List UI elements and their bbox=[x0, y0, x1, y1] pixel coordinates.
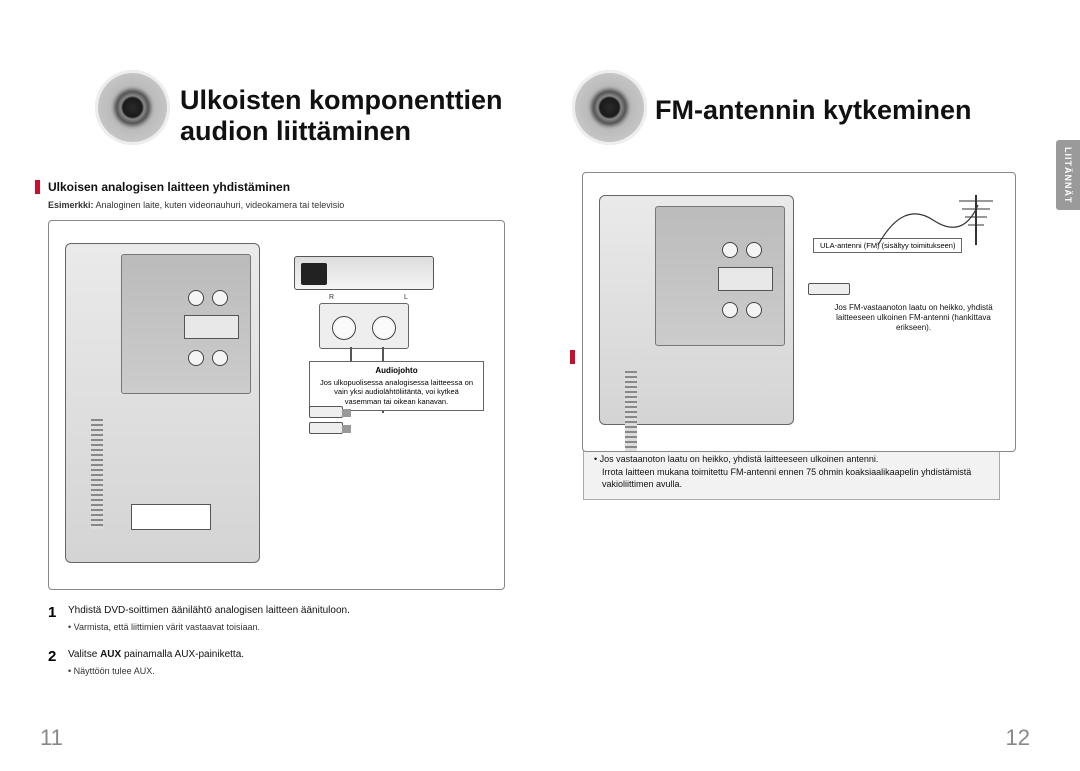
speaker-decor-icon bbox=[572, 70, 647, 145]
callout-text: Jos ulkopuolisessa analogisessa laittees… bbox=[320, 378, 473, 406]
page-number-left: 11 bbox=[40, 725, 63, 751]
step-2: 2 Valitse AUX painamalla AUX-painiketta.… bbox=[48, 648, 505, 678]
external-device-icon bbox=[294, 256, 434, 290]
example-label: Esimerkki: bbox=[48, 200, 94, 210]
port-area bbox=[121, 254, 251, 394]
connection-diagram-left: R L Audiojohto Jos ulkopuolisessa analog… bbox=[48, 220, 505, 590]
page-number-right: 12 bbox=[1006, 725, 1030, 751]
step-1: 1 Yhdistä DVD-soittimen äänilähtö analog… bbox=[48, 604, 505, 634]
example-line: Esimerkki: Analoginen laite, kuten video… bbox=[35, 200, 505, 210]
step-bullet: • Varmista, että liittimien värit vastaa… bbox=[68, 621, 350, 634]
step-text-bold: AUX bbox=[100, 649, 121, 660]
step-text: Yhdistä DVD-soittimen äänilähtö analogis… bbox=[68, 605, 350, 616]
step-text-post: painamalla AUX-painiketta. bbox=[121, 649, 244, 660]
rca-plugs-icon bbox=[309, 406, 409, 436]
fm-note: Jos FM-vastaanoton laatu on heikko, yhdi… bbox=[831, 303, 996, 333]
port-area bbox=[655, 206, 785, 346]
antenna-diagram: ULA-antenni (FM) (sisältyy toimitukseen)… bbox=[582, 172, 1016, 452]
steps-left: 1 Yhdistä DVD-soittimen äänilähtö analog… bbox=[35, 604, 505, 677]
example-text: Analoginen laite, kuten videonauhuri, vi… bbox=[96, 200, 345, 210]
rca-jacks-icon bbox=[319, 303, 409, 349]
page-11: Ulkoisten komponenttien audion liittämin… bbox=[0, 0, 540, 771]
step-bullet: • Näyttöön tulee AUX. bbox=[68, 665, 244, 678]
device-back-panel bbox=[65, 243, 260, 563]
step-text-pre: Valitse bbox=[68, 649, 100, 660]
page-12: FM-antennin kytkeminen LIITÄNNÄT ULA-ant… bbox=[540, 0, 1080, 771]
section-heading-left: Ulkoisen analogisen laitteen yhdistämine… bbox=[35, 180, 505, 194]
audio-cable-callout: Audiojohto Jos ulkopuolisessa analogises… bbox=[309, 361, 484, 411]
step-number: 2 bbox=[48, 648, 68, 678]
note-line-1: • Jos vastaanoton laatu on heikko, yhdis… bbox=[594, 453, 989, 466]
note-box: • Jos vastaanoton laatu on heikko, yhdis… bbox=[583, 444, 1000, 500]
note-line-2: Irrota laitteen mukana toimitettu FM-ant… bbox=[594, 466, 989, 491]
external-antenna-icon bbox=[955, 187, 997, 247]
rca-labels: R L bbox=[329, 294, 442, 301]
section-tab: LIITÄNNÄT bbox=[1056, 140, 1080, 210]
callout-title: Audiojohto bbox=[316, 366, 477, 376]
speaker-decor-icon bbox=[95, 70, 170, 145]
step-number: 1 bbox=[48, 604, 68, 634]
coax-plug-icon bbox=[808, 283, 850, 295]
page-title-right: FM-antennin kytkeminen bbox=[655, 95, 972, 126]
device-back-panel bbox=[599, 195, 794, 425]
page-title-left: Ulkoisten komponenttien audion liittämin… bbox=[180, 85, 540, 147]
